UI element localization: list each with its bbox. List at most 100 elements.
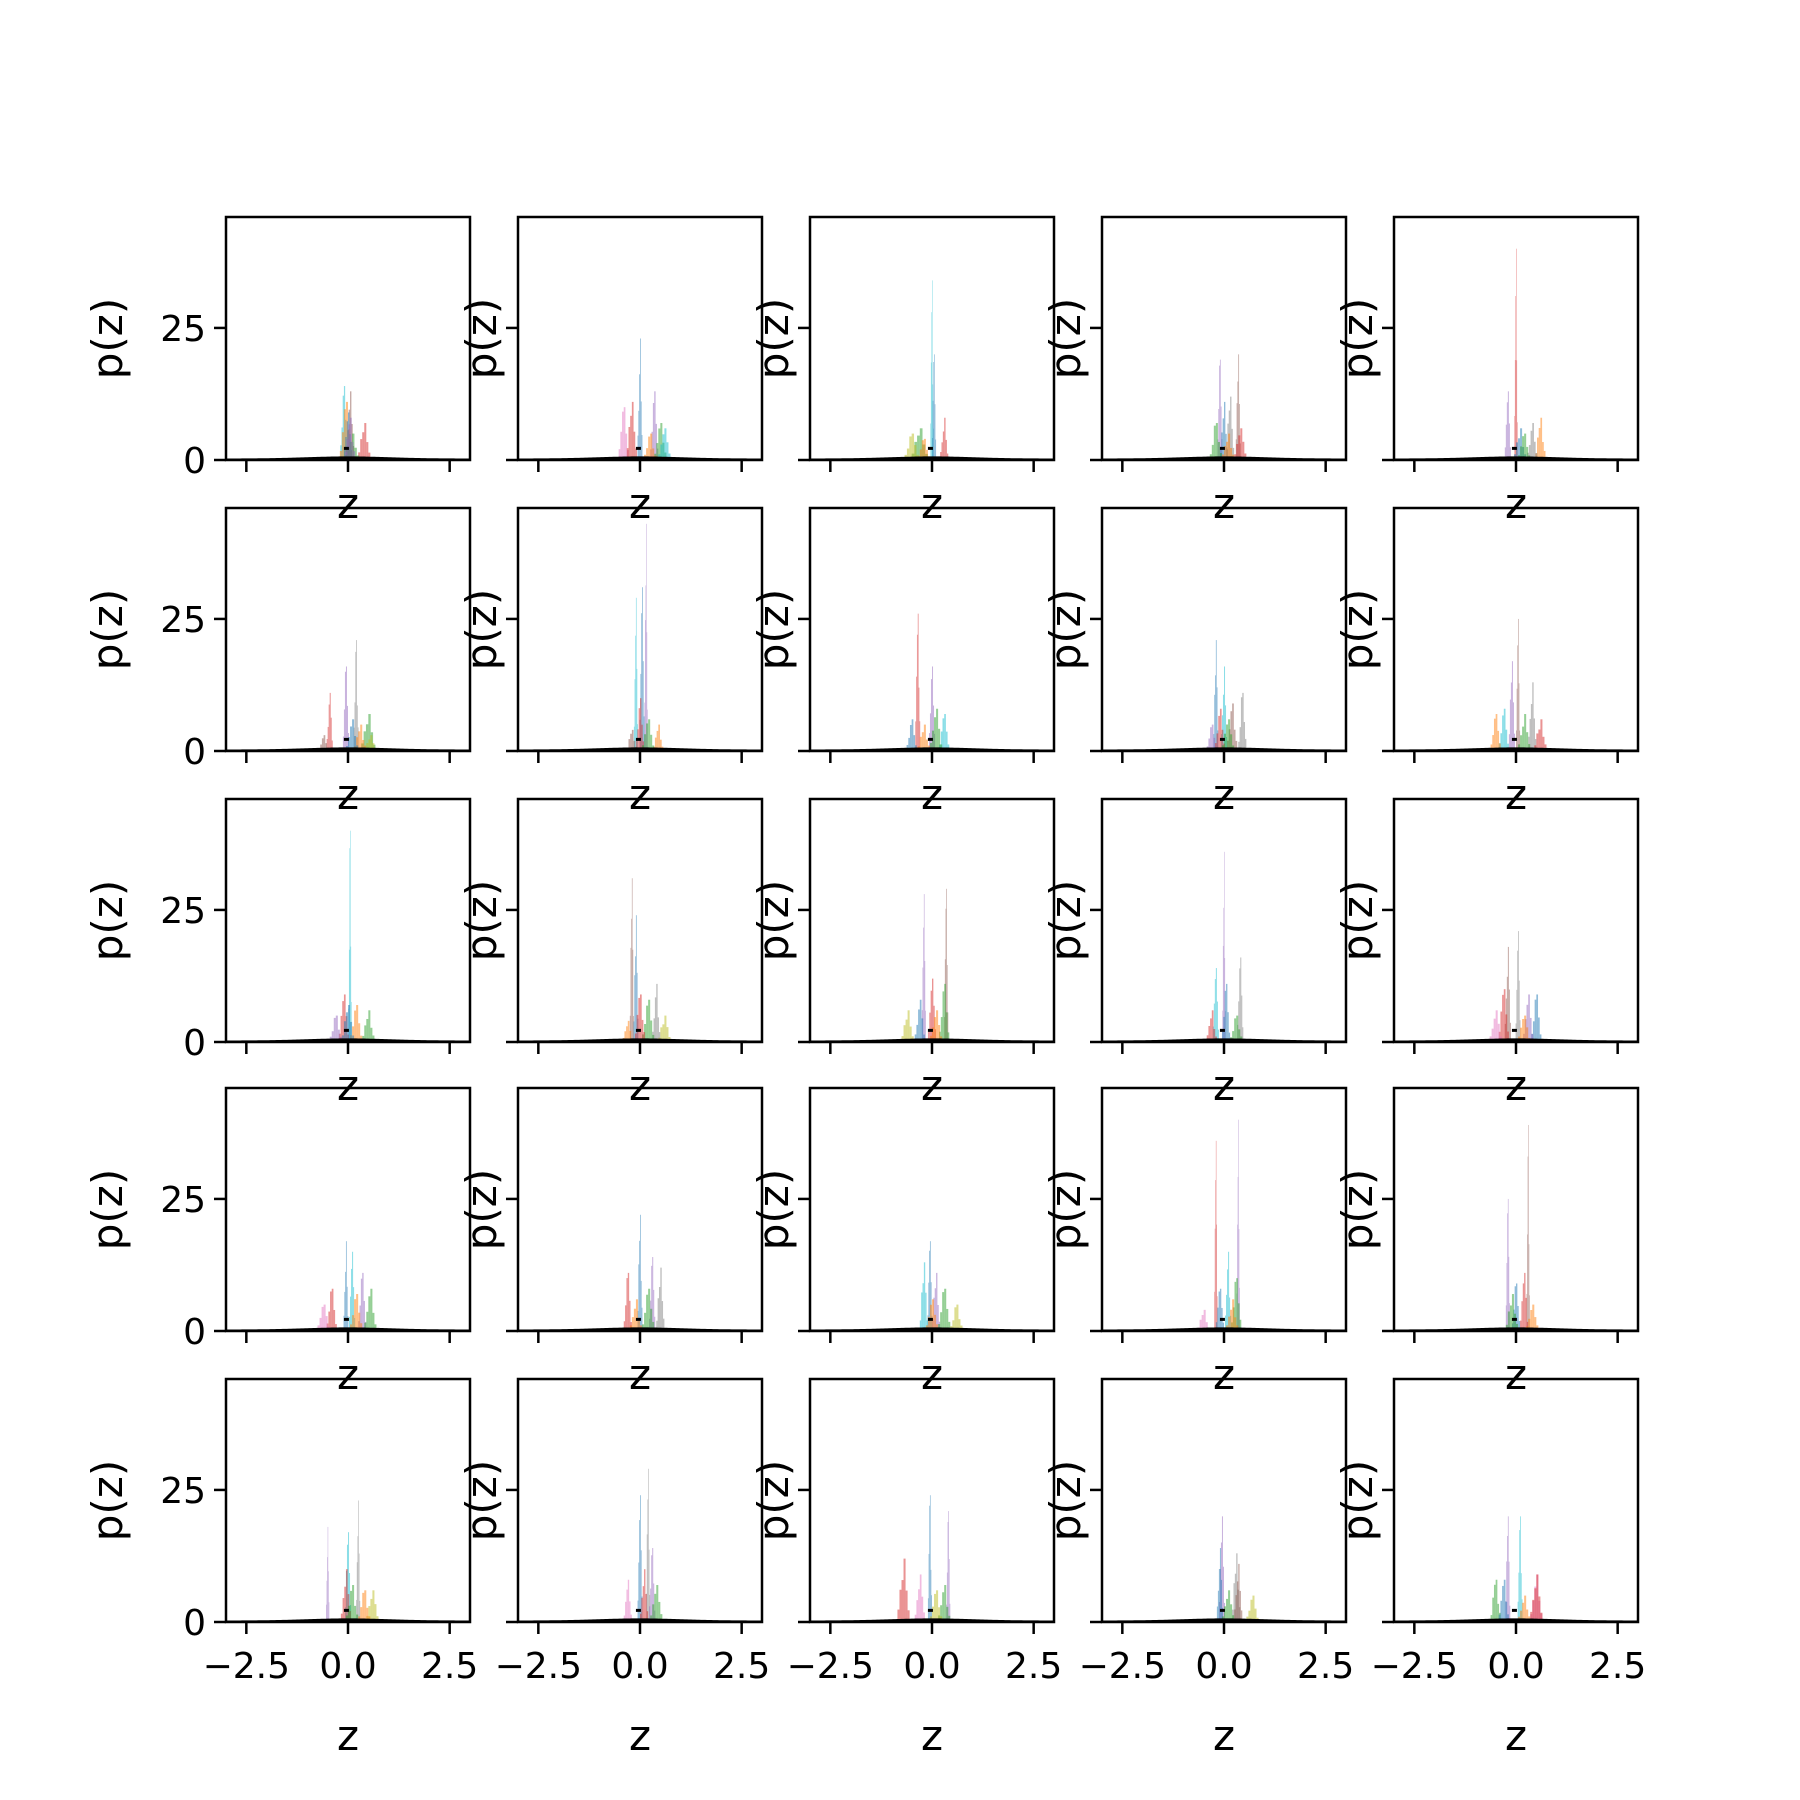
histogram-bar: [1507, 1031, 1509, 1042]
histogram-bar: [1219, 365, 1220, 460]
y-axis-label: p(z): [457, 880, 506, 961]
histogram-bar: [1239, 1319, 1242, 1331]
x-axis-label: z: [1213, 1061, 1235, 1110]
histogram-bar: [650, 1308, 653, 1331]
histogram-bar: [644, 1312, 647, 1331]
subplot-r3-c1: z p(z): [457, 1086, 764, 1399]
histogram-bar: [1228, 1316, 1231, 1331]
histogram-bar: [1530, 430, 1533, 460]
histogram-bar: [635, 597, 637, 751]
histogram-bar: [908, 737, 910, 751]
histogram-bar: [940, 731, 943, 751]
histogram-bar: [1518, 931, 1519, 1042]
histogram-bar: [1237, 1224, 1238, 1331]
histogram-bar: [932, 1027, 935, 1042]
histogram-bar: [642, 661, 644, 751]
histogram-bar: [947, 1012, 949, 1042]
histogram-bar: [936, 1010, 939, 1042]
histogram-bar: [635, 1299, 638, 1331]
histogram-bar: [623, 1321, 626, 1331]
histogram-bar: [1532, 1304, 1535, 1331]
histogram-series-2: [1528, 682, 1537, 751]
histogram-bar: [654, 737, 657, 751]
histogram-series-3: [914, 1574, 925, 1622]
histogram-bar: [907, 1610, 910, 1622]
histogram-bar: [1535, 453, 1538, 460]
histogram-bar: [348, 424, 351, 460]
histogram-bar: [634, 975, 636, 1042]
histogram-bar: [1238, 1229, 1240, 1331]
histogram-bar: [930, 1569, 932, 1622]
histogram-bar: [1524, 714, 1527, 751]
histogram-bar: [370, 1288, 373, 1331]
histogram-bar: [354, 1605, 357, 1622]
histogram-bar: [921, 1596, 924, 1622]
x-axis-label: z: [921, 479, 943, 528]
histogram-bar: [1508, 1256, 1510, 1331]
histogram-bar: [644, 1569, 646, 1622]
histogram-bar: [1519, 1530, 1521, 1622]
histogram-bar: [1518, 618, 1519, 751]
histogram-bar: [654, 391, 656, 460]
histogram-bar: [1213, 425, 1216, 460]
histogram-series-0: [1514, 248, 1518, 460]
x-tick-label: 0.0: [1487, 1646, 1544, 1687]
histogram-bar: [1215, 1322, 1218, 1331]
y-tick-label: 25: [160, 600, 206, 641]
histogram-bar: [326, 739, 328, 751]
x-tick-label: 0.0: [903, 1646, 960, 1687]
histogram-bar: [1524, 1015, 1527, 1042]
histogram-bar: [1502, 715, 1504, 751]
y-axis-label: p(z): [749, 1169, 798, 1250]
histogram-bar: [1221, 1031, 1224, 1042]
histogram-bar: [660, 1614, 663, 1622]
histogram-bar: [1232, 1299, 1235, 1331]
histogram-bar: [345, 1569, 348, 1622]
x-axis-label: z: [337, 1350, 359, 1399]
histogram-bar: [1505, 1601, 1508, 1622]
histogram-bar: [1513, 1313, 1516, 1331]
histogram-bar: [349, 1316, 351, 1331]
subplot-r4-c0: −2.5 0.0 2.5 z 0 25 p(z): [83, 1377, 478, 1760]
histogram-bar: [360, 1323, 363, 1331]
histogram-bar: [363, 731, 366, 751]
x-axis-label: z: [1213, 770, 1235, 819]
histogram-bar: [1229, 1297, 1231, 1331]
y-axis-label: p(z): [1333, 589, 1382, 670]
histogram-bar: [930, 423, 931, 460]
histogram-bar: [905, 1590, 908, 1622]
histogram-bar: [1237, 381, 1239, 460]
histogram-bar: [333, 1017, 336, 1042]
histogram-bar: [1511, 1294, 1514, 1331]
histogram-bar: [1211, 444, 1214, 460]
histogram-bar: [343, 994, 346, 1042]
histogram-bar: [1208, 1025, 1211, 1042]
histogram-bar: [348, 737, 351, 751]
histogram-bar: [1222, 1322, 1224, 1331]
histogram-bar: [320, 744, 322, 751]
histogram-bar: [1219, 1548, 1221, 1622]
histogram-bar: [911, 433, 915, 460]
histogram-bar: [1502, 994, 1504, 1042]
histogram-bar: [646, 523, 647, 751]
histogram-bar: [646, 1294, 649, 1331]
histogram-bar: [1238, 1119, 1239, 1331]
x-axis-label: z: [921, 1350, 943, 1399]
histogram-bar: [906, 448, 910, 460]
x-axis-label: z: [1213, 1711, 1235, 1760]
histogram-bar: [1528, 994, 1530, 1042]
subplot-r4-c1: −2.5 0.0 2.5 z p(z): [457, 1377, 770, 1760]
histogram-bar: [1526, 1027, 1529, 1042]
histogram-bar: [1532, 423, 1534, 460]
subplot-r2-c2: z p(z): [749, 797, 1056, 1110]
y-axis-label: p(z): [749, 589, 798, 670]
histogram-bar: [628, 739, 631, 751]
histogram-bar: [929, 1495, 931, 1622]
histogram-bar: [648, 436, 651, 460]
histogram-bar: [358, 1500, 359, 1622]
histogram-bar: [1240, 957, 1242, 1042]
histogram-bar: [941, 442, 943, 460]
histogram-series-3: [626, 401, 637, 460]
histogram-bar: [345, 666, 347, 751]
x-tick-label: 0.0: [611, 1646, 668, 1687]
